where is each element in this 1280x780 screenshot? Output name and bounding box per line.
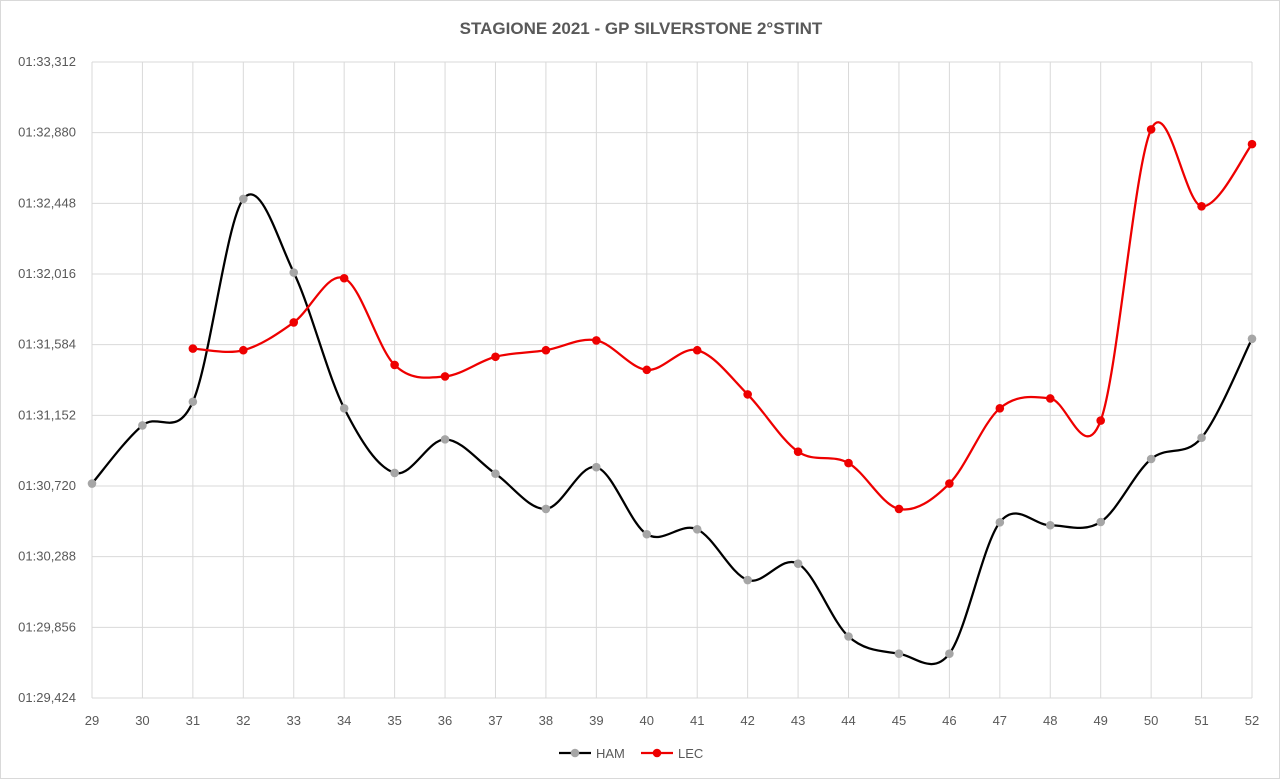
data-point: [1045, 394, 1055, 403]
legend-marker: [652, 748, 662, 758]
x-tick-label: 34: [337, 713, 351, 728]
data-point: [1197, 433, 1206, 443]
x-tick-label: 35: [387, 713, 401, 728]
data-point: [945, 649, 954, 658]
x-tick-label: 43: [791, 713, 805, 728]
x-tick-label: 29: [85, 713, 99, 728]
data-point: [188, 344, 198, 353]
data-point: [491, 352, 500, 362]
data-point: [87, 479, 97, 488]
data-point: [188, 397, 198, 407]
x-tick-label: 47: [993, 713, 1007, 728]
data-point: [995, 518, 1005, 527]
grid: [91, 61, 1253, 699]
x-tick-label: 42: [740, 713, 754, 728]
legend-marker: [570, 748, 580, 758]
data-point: [541, 504, 551, 514]
y-tick-label: 01:31,584: [18, 337, 76, 352]
x-tick-label: 45: [892, 713, 906, 728]
y-tick-label: 01:30,288: [18, 549, 76, 564]
data-point: [793, 447, 803, 456]
x-tick-label: 41: [690, 713, 704, 728]
series-ham: [87, 193, 1257, 666]
series-lec: [188, 121, 1257, 514]
data-point: [289, 318, 299, 327]
data-point: [239, 345, 248, 355]
data-point: [289, 268, 299, 277]
data-point: [592, 336, 601, 345]
x-tick-label: 31: [186, 713, 200, 728]
y-tick-label: 01:30,720: [18, 478, 76, 493]
data-point: [1146, 125, 1156, 134]
y-tick-label: 01:31,152: [18, 407, 76, 422]
x-tick-label: 37: [488, 713, 502, 728]
series-line: [192, 121, 1253, 511]
data-point: [1146, 454, 1156, 464]
data-point: [339, 403, 349, 413]
x-tick-label: 30: [135, 713, 149, 728]
x-tick-label: 39: [589, 713, 603, 728]
data-point: [1096, 416, 1105, 425]
data-point: [945, 479, 954, 488]
x-tick-label: 40: [640, 713, 654, 728]
x-tick-label: 33: [287, 713, 301, 728]
data-point: [440, 435, 450, 444]
data-point: [390, 360, 399, 370]
data-point: [390, 468, 399, 478]
data-point: [1247, 139, 1257, 149]
data-point: [239, 194, 248, 204]
data-point: [743, 390, 752, 399]
legend-item-lec: LEC: [641, 746, 703, 761]
data-point: [793, 559, 803, 569]
data-point: [440, 372, 450, 381]
data-point: [894, 504, 904, 514]
data-point: [692, 525, 702, 534]
axes: 01:29,424 01:29,856 01:30,288 01:30,720 01:3…: [18, 54, 1259, 728]
x-tick-label: 32: [236, 713, 250, 728]
data-point: [1247, 334, 1257, 344]
x-tick-label: 50: [1144, 713, 1158, 728]
data-point: [642, 365, 652, 375]
chart-title: STAGIONE 2021 - GP SILVERSTONE 2°STINT: [460, 19, 823, 38]
x-tick-label: 44: [841, 713, 855, 728]
data-point: [1096, 517, 1105, 527]
data-point: [844, 458, 853, 468]
legend-label: HAM: [596, 746, 625, 761]
data-point: [138, 421, 147, 430]
x-tick-label: 36: [438, 713, 452, 728]
data-point: [1045, 520, 1055, 530]
x-tick-label: 51: [1194, 713, 1208, 728]
data-point: [844, 632, 853, 641]
legend: HAM LEC: [559, 746, 703, 761]
x-tick-label: 38: [539, 713, 553, 728]
x-tick-label: 46: [942, 713, 956, 728]
y-tick-label: 01:32,448: [18, 195, 76, 210]
data-point: [592, 462, 601, 472]
data-point: [541, 345, 551, 355]
x-tick-label: 52: [1245, 713, 1259, 728]
data-point: [692, 345, 702, 355]
y-tick-label: 01:29,856: [18, 619, 76, 634]
x-tick-label: 49: [1093, 713, 1107, 728]
data-point: [1197, 201, 1206, 211]
y-tick-label: 01:29,424: [18, 690, 76, 705]
data-point: [743, 575, 752, 585]
x-tick-label: 48: [1043, 713, 1057, 728]
legend-label: LEC: [678, 746, 703, 761]
data-point: [995, 403, 1005, 413]
data-point: [894, 649, 904, 658]
series-layer: [87, 121, 1257, 666]
data-point: [339, 273, 349, 283]
y-tick-label: 01:32,016: [18, 266, 76, 281]
y-tick-label: 01:32,880: [18, 125, 76, 140]
y-tick-label: 01:33,312: [18, 54, 76, 69]
legend-item-ham: HAM: [559, 746, 625, 761]
data-point: [491, 469, 500, 479]
data-point: [642, 529, 652, 539]
